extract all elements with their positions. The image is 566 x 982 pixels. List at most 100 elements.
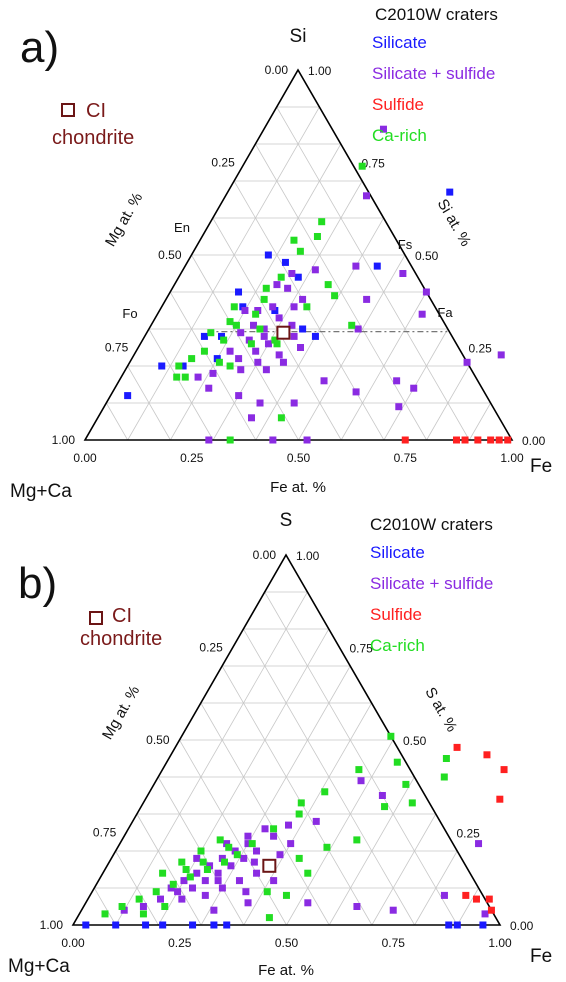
data-point <box>203 866 211 873</box>
data-point <box>250 321 258 329</box>
data-point <box>355 766 363 774</box>
gridline <box>127 106 320 441</box>
data-point <box>189 921 197 929</box>
data-point <box>487 906 495 914</box>
data-point <box>442 755 450 762</box>
data-point <box>214 869 222 877</box>
data-point <box>188 355 196 363</box>
data-point <box>186 873 194 881</box>
data-point <box>263 888 271 896</box>
data-point <box>285 821 292 829</box>
tick-label-right: 1.00 <box>296 549 320 563</box>
data-point <box>215 358 223 366</box>
data-point <box>248 840 256 848</box>
data-point <box>169 880 177 888</box>
ci-chondrite-point <box>262 858 277 873</box>
data-point <box>244 840 252 848</box>
data-point <box>235 288 243 296</box>
data-point <box>504 436 512 444</box>
data-point <box>440 773 448 781</box>
gridline <box>456 887 479 926</box>
tick-label-bottom: 0.50 <box>275 936 299 950</box>
data-point <box>362 192 370 200</box>
data-point <box>101 910 109 918</box>
data-point <box>299 295 307 303</box>
data-point <box>180 877 188 885</box>
data-point <box>247 340 255 348</box>
tick-label-bottom: 0.50 <box>287 451 311 465</box>
gridline <box>115 850 159 926</box>
data-point <box>233 851 241 859</box>
tick-label-left: 0.50 <box>146 733 170 747</box>
axis-label-right: S at. % <box>421 685 460 735</box>
data-point <box>352 388 360 396</box>
gridline <box>200 702 330 926</box>
data-point <box>218 884 226 892</box>
gridline <box>148 328 214 441</box>
tick-label-bottom: 0.00 <box>61 936 85 950</box>
data-point <box>223 921 231 929</box>
triangle-frame <box>83 68 514 441</box>
data-point <box>200 347 208 355</box>
data-point <box>227 862 235 870</box>
data-point <box>270 825 278 833</box>
data-point <box>270 832 278 840</box>
gridline <box>212 180 363 441</box>
data-point <box>207 329 215 337</box>
data-point <box>221 858 228 866</box>
data-point <box>226 362 234 370</box>
data-point <box>158 362 166 370</box>
data-point <box>290 399 298 407</box>
tick-label-left: 0.75 <box>93 826 117 840</box>
axis-label-right: Si at. % <box>434 196 475 249</box>
data-point <box>290 303 298 311</box>
data-point <box>254 358 262 366</box>
gridline <box>169 291 257 441</box>
data-point <box>483 751 491 759</box>
data-point <box>269 436 277 444</box>
data-point <box>167 884 175 892</box>
legend: C2010W craters Silicate Silicate + sulfide… <box>370 515 493 655</box>
series-sulfide <box>401 436 512 444</box>
data-point <box>82 921 90 929</box>
data-point <box>213 355 221 363</box>
tick-label-right: 0.50 <box>403 734 427 748</box>
data-point <box>173 373 181 381</box>
mineral-label-fo: Fo <box>122 306 137 321</box>
data-point <box>445 921 453 929</box>
data-point <box>321 788 329 796</box>
axis-label-left: Mg at. % <box>99 683 143 743</box>
gridline <box>371 813 437 926</box>
data-point <box>497 351 505 359</box>
vertex-label-right: Fe <box>530 946 552 967</box>
data-point <box>446 188 454 196</box>
data-point <box>254 307 262 314</box>
axis-label-bottom: Fe at. % <box>270 479 326 496</box>
data-point <box>273 281 281 289</box>
data-point <box>225 843 233 851</box>
data-point <box>135 895 143 903</box>
tick-label-left: 0.25 <box>199 641 223 655</box>
data-point <box>206 862 214 870</box>
tick-label-bottom: 0.75 <box>394 451 418 465</box>
legend-item-sulfide: Sulfide <box>370 605 422 624</box>
data-point <box>178 858 186 866</box>
gridline <box>93 887 117 926</box>
data-point <box>271 307 279 314</box>
data-point <box>201 877 209 885</box>
data-point <box>124 392 132 400</box>
data-point <box>271 336 279 344</box>
data-point <box>265 914 273 922</box>
data-point <box>226 436 234 444</box>
data-point <box>452 436 460 444</box>
data-point <box>353 836 361 844</box>
data-point <box>245 336 253 344</box>
vertex-label-right: Fe <box>530 456 552 477</box>
data-point <box>282 891 290 899</box>
data-point <box>157 895 164 903</box>
tick-label-left: 0.25 <box>211 156 235 170</box>
data-point <box>313 233 321 240</box>
panel-label: a) <box>20 23 59 72</box>
data-point <box>324 281 332 289</box>
